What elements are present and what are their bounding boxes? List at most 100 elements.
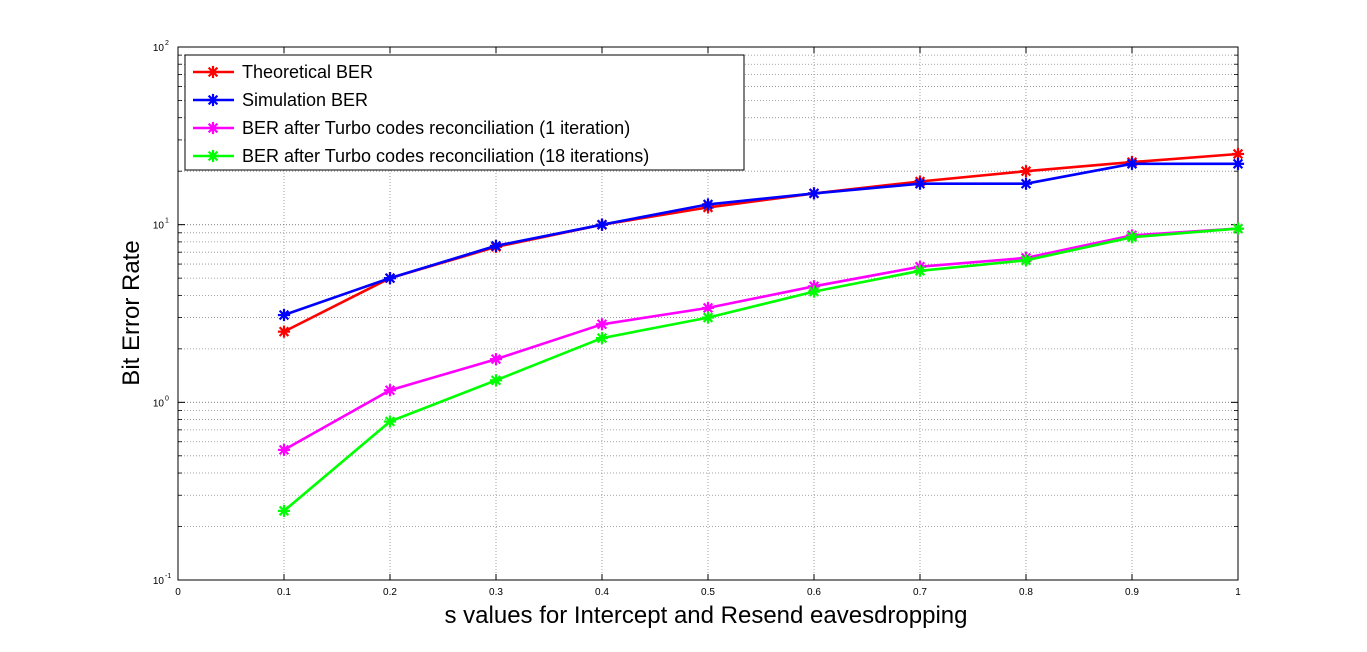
x-tick-label: 0.8 [1019,587,1033,598]
data-point [913,177,927,190]
legend-entry: Simulation BER [193,90,368,110]
x-tick-label: 0.1 [277,587,291,598]
data-point [701,198,715,211]
marker-stroke [808,286,820,297]
legend-label: Theoretical BER [242,62,373,82]
data-point [807,187,821,200]
data-point [1231,222,1245,235]
data-point [1231,157,1245,170]
marker-stroke [207,94,219,106]
data-point [701,301,715,315]
marker-stroke [278,309,290,321]
legend-box [184,54,745,171]
y-tick-label: 10 [153,43,165,54]
data-point [1019,254,1033,267]
data-point [595,318,609,331]
marker-stroke [207,150,219,162]
y-tick-exponent: 2 [165,40,169,47]
marker-stroke [1020,166,1032,177]
data-point [277,443,291,456]
legend-label: Simulation BER [242,90,368,110]
data-point [807,285,821,298]
x-tick-label: 0.3 [489,587,503,598]
data-point [489,353,503,366]
legend-entry: Theoretical BER [193,62,373,82]
marker-stroke [278,505,290,517]
series-2 [277,157,1245,322]
marker-stroke [1020,178,1032,189]
data-point [277,325,291,338]
legend: Theoretical BER Simulation BER BER after T… [184,54,745,171]
x-tick-label: 0 [175,587,181,598]
marker-stroke [1126,232,1138,243]
y-tick-label: 10 [153,576,165,587]
data-point [1125,157,1139,170]
y-tick-exponent: -1 [165,573,171,580]
x-tick-label: 1 [1235,587,1241,598]
marker-stroke [490,240,502,251]
marker-stroke [1232,158,1244,169]
marker-stroke [490,353,502,365]
data-point [383,415,397,428]
y-tick-label: 10 [153,221,165,232]
data-point [489,374,503,387]
y-axis-label: Bit Error Rate [118,240,145,385]
series-line [283,227,1239,452]
marker-stroke [207,66,219,78]
marker-stroke [808,188,820,199]
data-point [277,504,291,517]
data-point [489,239,503,252]
data-point [913,264,927,277]
marker-stroke [702,312,714,323]
x-tick-label: 0.9 [1125,587,1139,598]
marker-stroke [702,199,714,210]
data-point [595,331,609,345]
x-tick-label: 0.5 [701,587,715,598]
marker-stroke [1232,148,1244,160]
legend-marker [206,93,220,107]
marker-stroke [1126,158,1138,169]
data-point [1125,231,1139,244]
marker-stroke [914,178,926,189]
marker-stroke [384,416,396,427]
marker-stroke [490,375,502,386]
marker-stroke [1232,223,1244,234]
legend-entry: BER after Turbo codes reconciliation (18… [193,146,649,166]
data-point [1019,177,1033,190]
x-axis-ticks: 0 0.1 0.2 0.3 0.4 0.5 0.6 0.7 0.8 0.9 1 [175,47,1241,598]
legend-marker [206,149,220,163]
legend-entry: BER after Turbo codes reconciliation (1 … [193,118,630,138]
data-point [701,311,715,324]
series-line [283,227,1239,512]
marker-stroke [384,272,396,284]
y-tick-exponent: 1 [165,218,169,225]
x-tick-label: 0.2 [383,587,397,598]
marker-stroke [1020,255,1032,266]
x-axis-label: s values for Intercept and Resend eavesd… [445,602,968,629]
legend-label: BER after Turbo codes reconciliation (1 … [242,118,630,138]
marker-stroke [596,332,608,344]
data-point [1019,165,1033,178]
marker-stroke [384,385,396,396]
x-tick-label: 0.7 [913,587,927,598]
marker-stroke [278,444,290,456]
data-point [383,272,397,285]
legend-label: BER after Turbo codes reconciliation (18… [242,146,649,166]
marker-stroke [596,219,608,230]
legend-marker [206,121,220,135]
marker-stroke [207,122,219,134]
data-point [1231,147,1245,161]
y-tick-exponent: 0 [165,395,169,402]
x-tick-label: 0.6 [807,587,821,598]
plot-frame [177,46,1239,581]
data-point [277,308,291,322]
marker-stroke [278,326,290,337]
x-tick-label: 0.4 [595,587,609,598]
grid-lines [178,47,1238,580]
marker-stroke [596,319,608,330]
y-tick-label: 10 [153,398,165,409]
marker-stroke [914,265,926,276]
data-point [595,218,609,231]
